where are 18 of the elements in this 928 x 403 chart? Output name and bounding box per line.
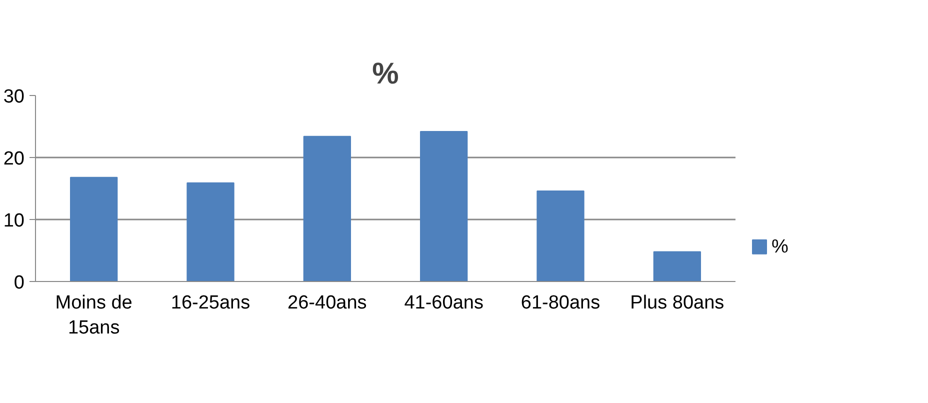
x-tick-label: 41-60ans bbox=[404, 292, 484, 314]
chart-title: % bbox=[372, 58, 399, 90]
bar bbox=[420, 130, 468, 282]
bar bbox=[653, 251, 701, 282]
x-tick-label: 61-80ans bbox=[520, 292, 600, 314]
y-tick-label: 10 bbox=[3, 210, 25, 232]
x-tick-label: Moins de 15ans bbox=[55, 292, 132, 339]
bar bbox=[536, 190, 584, 282]
y-tick-label: 20 bbox=[3, 148, 25, 170]
legend-label: % bbox=[772, 236, 788, 258]
x-tick-label: 16-25ans bbox=[170, 292, 250, 314]
bar bbox=[303, 136, 351, 282]
x-tick-label: 26-40ans bbox=[288, 292, 367, 314]
bar bbox=[70, 176, 118, 282]
bar bbox=[186, 182, 234, 282]
y-tick-label: 0 bbox=[14, 272, 25, 294]
x-tick-label: Plus 80ans bbox=[630, 292, 724, 314]
y-tick-label: 30 bbox=[3, 86, 25, 108]
